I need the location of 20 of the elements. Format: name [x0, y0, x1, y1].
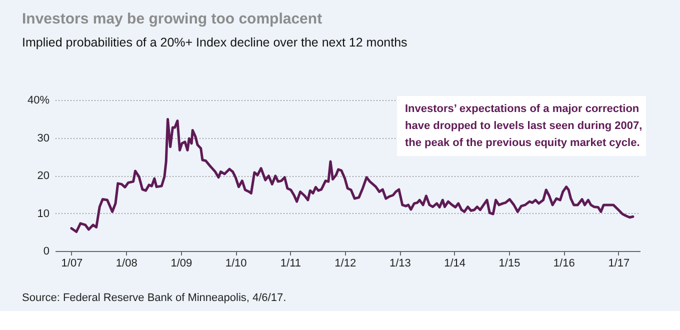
y-tick-label: 20	[37, 170, 50, 182]
y-tick-label: 10	[37, 208, 50, 220]
y-tick-label: 0	[43, 246, 50, 258]
x-tick-label: 1/09	[170, 258, 192, 270]
x-tick-label: 1/13	[389, 258, 411, 270]
x-tick-label: 1/07	[61, 258, 83, 270]
x-tick-label: 1/08	[116, 258, 138, 270]
x-tick-label: 1/17	[608, 258, 630, 270]
x-tick-label: 1/11	[280, 258, 302, 270]
chart-subtitle: Implied probabilities of a 20%+ Index decline over the next 12 months	[22, 36, 408, 50]
x-tick-label: 1/14	[444, 258, 466, 270]
source-note: Source: Federal Reserve Bank of Minneapolis, 4/6/17.	[22, 292, 286, 304]
x-tick-label: 1/16	[553, 258, 575, 270]
annotation: Investors’ expectations of a major correction have dropped to levels last seen during 2007, the peak of the previous equity market cycle.	[405, 103, 642, 149]
y-tick-label: 30	[37, 132, 50, 144]
x-tick-label: 1/10	[225, 258, 247, 270]
x-tick-label: 1/15	[498, 258, 520, 270]
chart-title: Investors may be growing too complacent	[22, 10, 322, 28]
y-tick-label: 40%	[27, 94, 50, 106]
x-tick-label: 1/12	[334, 258, 356, 270]
